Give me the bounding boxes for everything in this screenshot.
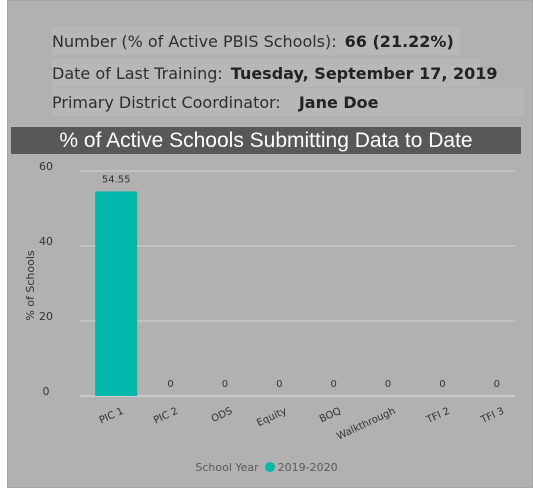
bar-pic-1[interactable] [95, 191, 138, 396]
legend-title: School Year [195, 460, 259, 474]
last-training-date: Date of Last Training: Tuesday, Septembe… [52, 59, 498, 87]
x-tick-label: BOQ [318, 406, 343, 426]
data-label: 0 [276, 379, 282, 390]
active-schools-count: Number (% of Active PBIS Schools): 66 (2… [52, 27, 460, 55]
active-schools-label: Number (% of Active PBIS Schools): [52, 31, 337, 51]
data-label: 0 [167, 379, 173, 390]
y-tick-label: 60 [39, 160, 53, 173]
chart-legend: School Year 2019-2020 [0, 459, 533, 475]
y-tick-label: 40 [39, 235, 53, 248]
last-training-label: Date of Last Training: [52, 63, 223, 83]
x-tick-label: TFI 3 [478, 406, 506, 427]
district-coordinator-value: Jane Doe [298, 92, 379, 112]
data-label: 54.55 [102, 174, 131, 185]
x-tick-label: ODS [210, 406, 235, 425]
data-label: 0 [439, 379, 445, 390]
x-tick-label: PIC 1 [98, 406, 126, 427]
data-label: 0 [331, 379, 337, 390]
district-coordinator-label: Primary District Coordinator: [52, 92, 281, 112]
legend-color-swatch [264, 462, 275, 472]
x-tick-label: PIC 2 [152, 406, 180, 427]
y-axis-title: % of Schools [24, 250, 37, 321]
district-coordinator: Primary District Coordinator: Jane Doe [52, 88, 524, 116]
y-tick-label: 20 [39, 310, 53, 323]
legend-series-label[interactable]: 2019-2020 [277, 460, 338, 474]
chart-title: % of Active Schools Submitting Data to D… [11, 127, 521, 154]
x-tick-label: Walkthrough [335, 406, 397, 443]
data-label: 0 [222, 379, 228, 390]
data-label: 0 [385, 379, 391, 390]
data-label: 0 [494, 379, 500, 390]
y-tick-label: 0 [43, 385, 50, 398]
active-schools-value: 66 (21.22%) [344, 31, 454, 51]
x-tick-label: Equity [255, 406, 288, 429]
last-training-value: Tuesday, September 17, 2019 [230, 63, 498, 83]
x-tick-label: TFI 2 [424, 406, 452, 427]
